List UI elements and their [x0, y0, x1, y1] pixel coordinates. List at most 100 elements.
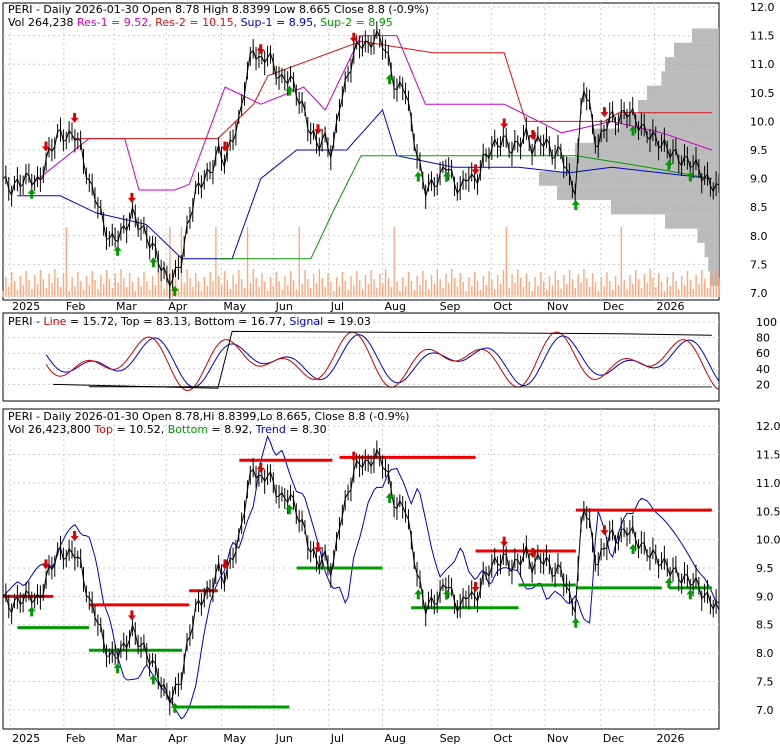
volume-bar	[312, 274, 315, 297]
volume-bar	[439, 279, 441, 297]
volume-bar	[701, 270, 703, 297]
trend-curve	[2, 435, 720, 720]
volume-bar	[399, 291, 401, 297]
volume-profile-bar	[692, 28, 719, 43]
signal-line	[45, 334, 720, 388]
price-line	[2, 21, 720, 299]
volume-bar	[528, 282, 531, 297]
volume-profile-bar	[665, 214, 719, 229]
buy-arrow	[149, 257, 158, 268]
volume-bar	[393, 227, 395, 297]
volume-bar	[496, 275, 499, 297]
buy-arrow	[686, 171, 695, 182]
volume-bar	[249, 283, 252, 297]
y-tick-label: 8.0	[750, 230, 768, 243]
volume-bar	[430, 275, 433, 297]
y-tick-label: 12.0	[756, 420, 780, 433]
volume-bar	[666, 277, 669, 297]
buy-arrow	[664, 578, 673, 588]
x-tick-label: Jul	[330, 732, 344, 745]
volume-bar	[71, 277, 73, 297]
volume-bar	[212, 281, 214, 297]
volume-bar	[275, 272, 277, 297]
volume-bar	[335, 277, 338, 297]
x-tick-label: Oct	[493, 732, 513, 745]
volume-bar	[307, 279, 309, 297]
volume-bar	[304, 270, 306, 297]
volume-bar	[551, 285, 554, 297]
volume-bar	[82, 290, 85, 297]
volume-bar	[482, 276, 485, 297]
volume-bar	[522, 287, 525, 297]
volume-bar	[410, 281, 413, 297]
buy-arrow	[385, 492, 394, 503]
volume-bar	[468, 277, 470, 297]
volume-bar	[525, 273, 528, 297]
volume-bar	[413, 290, 415, 297]
buy-arrow	[27, 606, 36, 617]
volume-bar	[105, 270, 108, 297]
volume-bar	[272, 286, 275, 297]
y-tick-label: 10.5	[756, 505, 780, 518]
volume-bar	[5, 277, 7, 297]
volume-bar	[160, 280, 162, 297]
legend-part-0: PERI - Daily 2026-01-30 Open 8.78 High 8…	[8, 3, 429, 16]
volume-bar	[197, 282, 200, 297]
buy-arrow	[27, 188, 36, 199]
volume-bar	[295, 289, 298, 297]
x-tick-label: Aug	[384, 732, 405, 745]
volume-bar	[146, 281, 148, 297]
buy-arrow	[285, 504, 294, 515]
buy-arrow	[442, 589, 451, 600]
volume-bar	[28, 280, 30, 297]
sell-arrow	[127, 192, 136, 203]
volume-bar	[448, 283, 450, 297]
volume-bar	[471, 286, 473, 297]
volume-bar	[333, 291, 335, 297]
volume-bar	[709, 274, 712, 297]
sell-arrow	[256, 462, 265, 473]
volume-bar	[255, 278, 257, 297]
oscillator-lines	[45, 330, 720, 392]
volume-bar	[669, 286, 671, 297]
volume-bar	[442, 288, 444, 297]
legend-levels-part-3: Sup-1 = 8.95,	[237, 16, 317, 29]
volume-bar	[8, 286, 10, 297]
volume-bar	[574, 288, 577, 297]
volume-bar	[583, 269, 585, 297]
volume-bar	[427, 289, 430, 297]
legend-levels-part-4: Sup-2 = 8.95	[317, 16, 393, 29]
volume-bar	[568, 270, 571, 297]
x-tick-label: Sep	[440, 732, 461, 745]
volume-bar	[243, 288, 246, 297]
volume-bar	[519, 278, 522, 297]
buy-arrow	[629, 543, 638, 554]
y-tick-label: 8.5	[750, 201, 768, 214]
y-tick-label: 11.0	[750, 58, 775, 71]
sell-arrow	[500, 118, 509, 129]
signal-arrows-trend-panel	[27, 451, 695, 713]
y-tick-label: 100	[756, 316, 777, 329]
sell-arrow	[41, 559, 50, 570]
sell-arrow	[70, 530, 79, 541]
volume-bar	[419, 285, 421, 297]
y-tick-label: 60	[756, 347, 770, 360]
y-tick-label: 80	[756, 332, 770, 345]
legend-levels-part-2: Res-2 = 10.15,	[152, 16, 237, 29]
x-tick-label: 2025	[12, 732, 40, 745]
volume-bar	[692, 289, 694, 297]
y-tick-label: 10.0	[750, 115, 775, 128]
volume-bar	[126, 287, 128, 297]
volume-bar	[284, 276, 286, 297]
volume-bar	[479, 290, 482, 297]
y-tick-label: 8.5	[756, 619, 774, 632]
legend-levels-part-1: Res-1 = 9.52,	[73, 16, 151, 29]
signal-arrows	[27, 32, 695, 296]
volume-bar	[177, 288, 180, 297]
x-tick-label: May	[223, 300, 246, 313]
volume-bar	[163, 289, 165, 297]
sell-arrow	[70, 112, 79, 123]
sell-arrow	[220, 141, 229, 152]
buy-arrow	[442, 171, 451, 182]
volume-bar	[681, 276, 683, 297]
